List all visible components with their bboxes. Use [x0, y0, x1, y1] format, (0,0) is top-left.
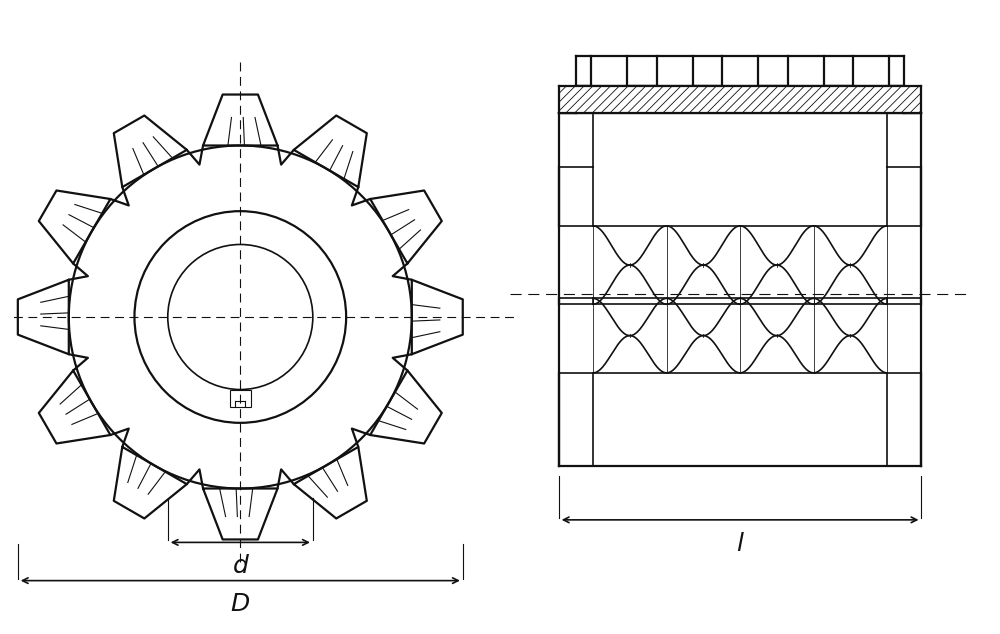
Text: d: d [232, 554, 248, 578]
Text: D: D [231, 592, 250, 616]
Bar [559, 86, 921, 113]
Text: l: l [737, 532, 744, 555]
Bar [230, 389, 251, 407]
